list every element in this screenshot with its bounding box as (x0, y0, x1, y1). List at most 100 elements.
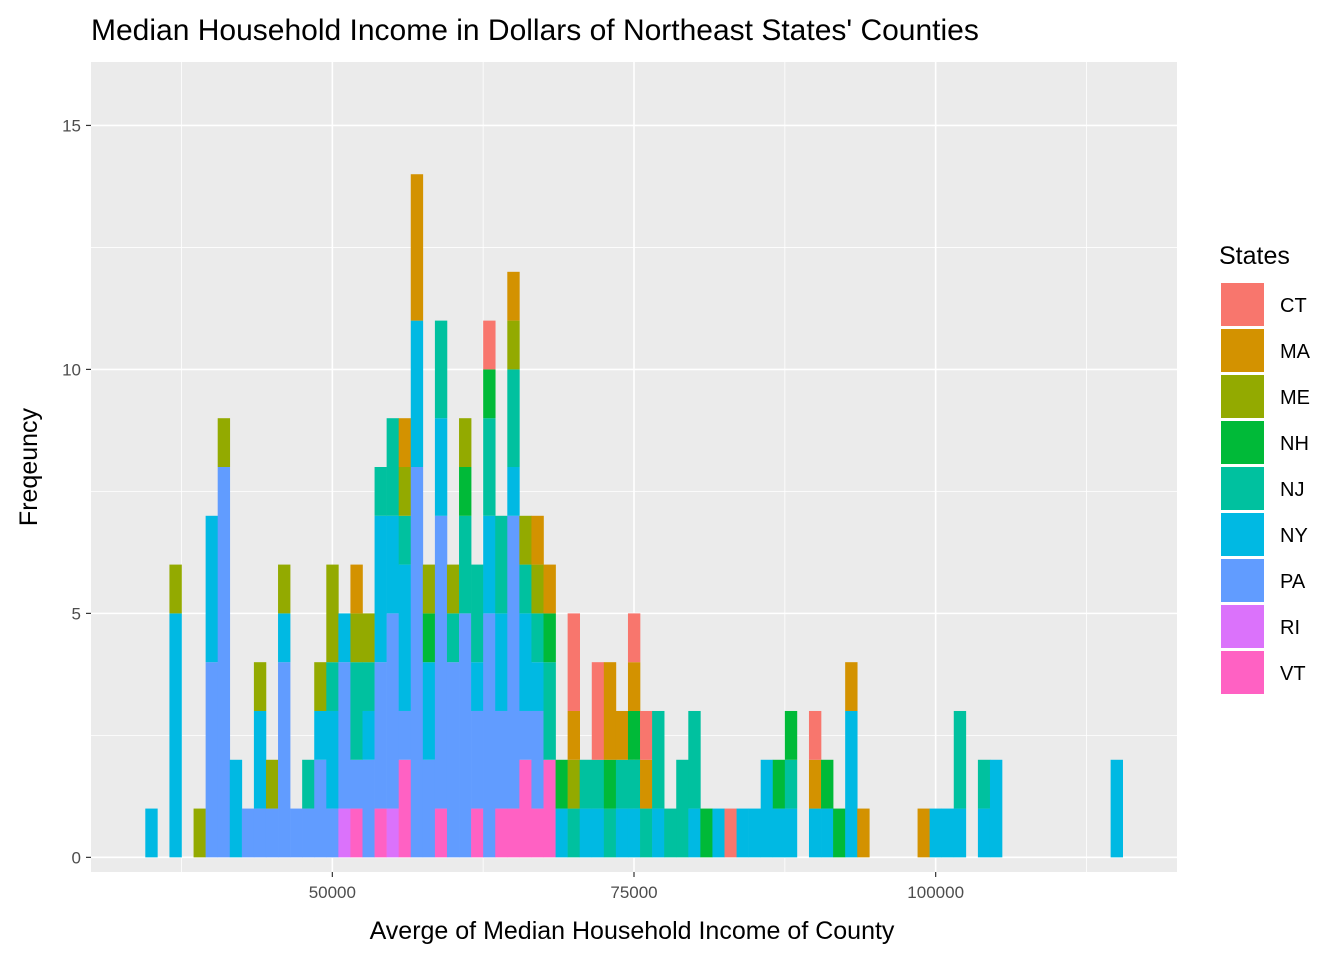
bar-nh (627, 710, 641, 760)
bar-ny (760, 759, 774, 858)
legend-key-ny (1221, 513, 1264, 556)
bar-nj (615, 759, 629, 809)
legend-key-ma (1221, 329, 1264, 372)
legend-key-nj (1221, 467, 1264, 510)
bar-ny (688, 808, 701, 858)
bar-pa (434, 515, 448, 809)
bar-ny (362, 710, 375, 760)
bar-ny (495, 613, 508, 711)
bar-me (398, 467, 412, 516)
bar-ny (808, 808, 822, 858)
bar-ct (567, 613, 580, 711)
bar-vt (350, 808, 363, 858)
bar-ny (772, 808, 786, 858)
bar-ma (398, 418, 412, 467)
bar-ri (338, 808, 351, 858)
bar-ny (507, 467, 520, 516)
bar-ma (845, 662, 858, 711)
bar-ny (929, 808, 942, 858)
bar-vt (471, 808, 484, 858)
y-tick-label: 0 (72, 848, 81, 867)
legend-title: States (1219, 242, 1290, 270)
bar-ny (398, 564, 412, 711)
bar-pa (350, 759, 363, 809)
bar-ny (278, 613, 291, 663)
bar-nj (953, 710, 967, 809)
bar-me (169, 564, 182, 614)
bar-ri (386, 808, 399, 858)
bar-nj (446, 613, 460, 663)
bar-ny (941, 808, 955, 858)
bar-pa (446, 662, 460, 858)
bar-ma (917, 808, 930, 858)
bar-ct (483, 320, 496, 370)
bar-nh (543, 613, 556, 663)
bar-ny (845, 710, 858, 858)
bar-nj (977, 759, 991, 809)
bars (145, 174, 1123, 858)
bar-ny (410, 320, 424, 467)
bar-ny (145, 808, 158, 858)
bar-nh (555, 759, 568, 809)
bar-ny (253, 710, 267, 809)
bar-nj (688, 710, 701, 809)
bar-nj (483, 418, 496, 516)
bar-ma (627, 662, 641, 711)
legend-label-ri: RI (1280, 617, 1300, 639)
bar-ny (591, 808, 605, 858)
bar-pa (398, 710, 412, 760)
bar-nj (531, 613, 544, 663)
bar-nj (627, 759, 641, 809)
bar-ma (531, 515, 544, 565)
bar-nh (459, 467, 472, 516)
bar-ct (724, 808, 737, 858)
bar-ny (615, 808, 629, 858)
bar-vt (374, 808, 387, 858)
bar-ny (229, 759, 243, 858)
bar-nh (422, 613, 436, 663)
bar-me (567, 759, 580, 809)
bar-pa (471, 710, 484, 809)
chart-title: Median Household Income in Dollars of No… (91, 14, 979, 47)
bar-nj (434, 320, 448, 419)
y-axis-label: Freqeuncy (15, 407, 43, 526)
bar-ny (326, 710, 339, 809)
bar-nj (350, 662, 363, 760)
bar-nj (386, 418, 399, 516)
bar-ny (374, 515, 387, 663)
legend-label-pa: PA (1280, 571, 1306, 593)
bar-ny (531, 662, 544, 711)
bar-ny (736, 808, 749, 858)
bar-nh (784, 710, 798, 760)
legend-label-nj: NJ (1280, 479, 1304, 501)
bar-ny (748, 808, 761, 858)
bar-ny (953, 808, 967, 858)
bar-vt (531, 808, 544, 858)
y-tick-label: 10 (62, 360, 81, 379)
bar-me (217, 418, 231, 467)
bar-ny (314, 710, 327, 760)
bar-ma (543, 564, 556, 614)
bar-nj (398, 515, 412, 565)
bar-ny (627, 808, 641, 858)
bar-pa (519, 710, 532, 760)
bar-vt (519, 759, 532, 858)
bar-ma (615, 710, 629, 760)
bar-me (446, 564, 460, 614)
bar-pa (326, 808, 339, 858)
bar-ma (857, 808, 870, 858)
bar-nh (833, 808, 846, 858)
bar-vt (495, 808, 508, 858)
bar-ma (350, 564, 363, 614)
bar-me (519, 515, 532, 565)
bar-pa (362, 759, 375, 858)
bar-nj (302, 759, 315, 809)
bar-nj (664, 808, 677, 858)
bar-nh (603, 759, 617, 809)
bar-ny (422, 662, 436, 760)
bar-vt (434, 808, 448, 858)
bar-ny (784, 808, 798, 858)
bar-ny (169, 613, 182, 858)
bar-ma (808, 759, 822, 809)
